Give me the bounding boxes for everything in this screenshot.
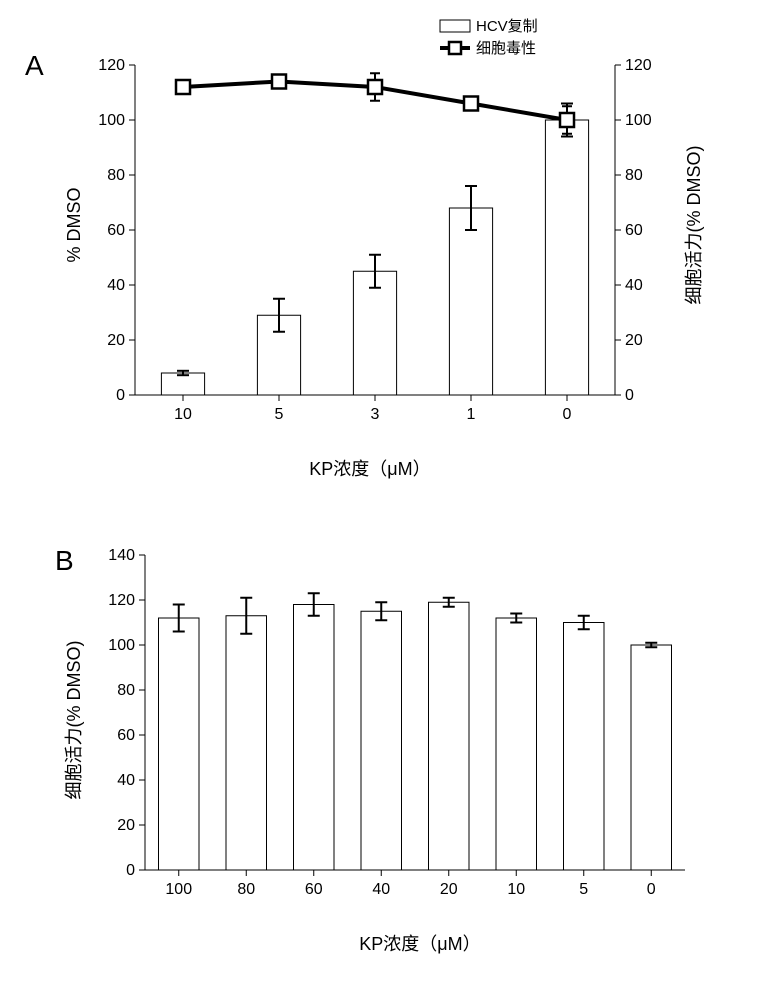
legend-bar-swatch: [440, 20, 470, 32]
svg-text:140: 140: [108, 547, 135, 564]
bar: [429, 602, 470, 870]
bar: [159, 618, 200, 870]
svg-text:40: 40: [107, 277, 125, 294]
panel-a-chart: HCV复制 细胞毒性 02040608010012002040608010012…: [60, 10, 720, 490]
svg-text:40: 40: [372, 881, 390, 898]
svg-text:5: 5: [275, 406, 284, 423]
svg-text:0: 0: [625, 387, 634, 404]
legend-line-label: 细胞毒性: [476, 40, 536, 57]
panel-b-chart: 0 20 40 60 80 100 120 140 100 80 60 40 20 10 5 0 细胞活力(%…: [60, 530, 720, 960]
panel-a-legend: HCV复制 细胞毒性: [440, 17, 538, 57]
svg-text:20: 20: [625, 332, 643, 349]
svg-text:10: 10: [174, 406, 192, 423]
svg-text:40: 40: [625, 277, 643, 294]
line-marker: [368, 80, 382, 94]
svg-text:20: 20: [117, 817, 135, 834]
bar: [545, 120, 588, 395]
svg-text:60: 60: [117, 727, 135, 744]
svg-text:20: 20: [440, 881, 458, 898]
svg-text:60: 60: [625, 222, 643, 239]
legend-line-marker: [449, 42, 461, 54]
bar: [631, 645, 672, 870]
svg-text:0: 0: [647, 881, 656, 898]
svg-text:80: 80: [107, 167, 125, 184]
panel-b-x-title: KP浓度（μM）: [359, 934, 480, 954]
panel-a-x-title: KP浓度（μM）: [309, 459, 430, 479]
svg-text:60: 60: [107, 222, 125, 239]
svg-text:0: 0: [563, 406, 572, 423]
svg-text:10: 10: [507, 881, 525, 898]
svg-text:100: 100: [108, 637, 135, 654]
bar: [294, 605, 335, 871]
svg-text:80: 80: [117, 682, 135, 699]
panel-a-y-left-title: % DMSO: [64, 187, 84, 262]
svg-text:100: 100: [98, 112, 125, 129]
svg-text:3: 3: [371, 406, 380, 423]
bar: [226, 616, 267, 870]
bar: [161, 373, 204, 395]
svg-text:20: 20: [107, 332, 125, 349]
bar: [353, 271, 396, 395]
bar: [564, 623, 605, 871]
svg-text:0: 0: [126, 862, 135, 879]
panel-a-y-right-title: 细胞活力(% DMSO): [684, 146, 704, 305]
line-marker: [176, 80, 190, 94]
svg-text:80: 80: [237, 881, 255, 898]
line-marker: [464, 97, 478, 111]
bar: [496, 618, 537, 870]
panel-a-label: A: [25, 50, 44, 82]
bar: [449, 208, 492, 395]
svg-text:100: 100: [165, 881, 192, 898]
line-marker: [560, 113, 574, 127]
svg-text:40: 40: [117, 772, 135, 789]
line-marker: [272, 75, 286, 89]
svg-text:100: 100: [625, 112, 652, 129]
bar: [361, 611, 402, 870]
svg-text:0: 0: [116, 387, 125, 404]
legend-bar-label: HCV复制: [476, 17, 538, 35]
panel-a-plot-area: 020406080100120020406080100120105310: [98, 57, 652, 423]
svg-text:5: 5: [579, 881, 588, 898]
svg-text:120: 120: [625, 57, 652, 74]
svg-text:80: 80: [625, 167, 643, 184]
panel-b-plot-area: 0 20 40 60 80 100 120 140 100 80 60 40 20 10 5 0: [108, 547, 685, 898]
svg-text:1: 1: [467, 406, 476, 423]
svg-text:60: 60: [305, 881, 323, 898]
svg-text:120: 120: [98, 57, 125, 74]
panel-b-y-title: 细胞活力(% DMSO): [64, 641, 84, 800]
svg-text:120: 120: [108, 592, 135, 609]
